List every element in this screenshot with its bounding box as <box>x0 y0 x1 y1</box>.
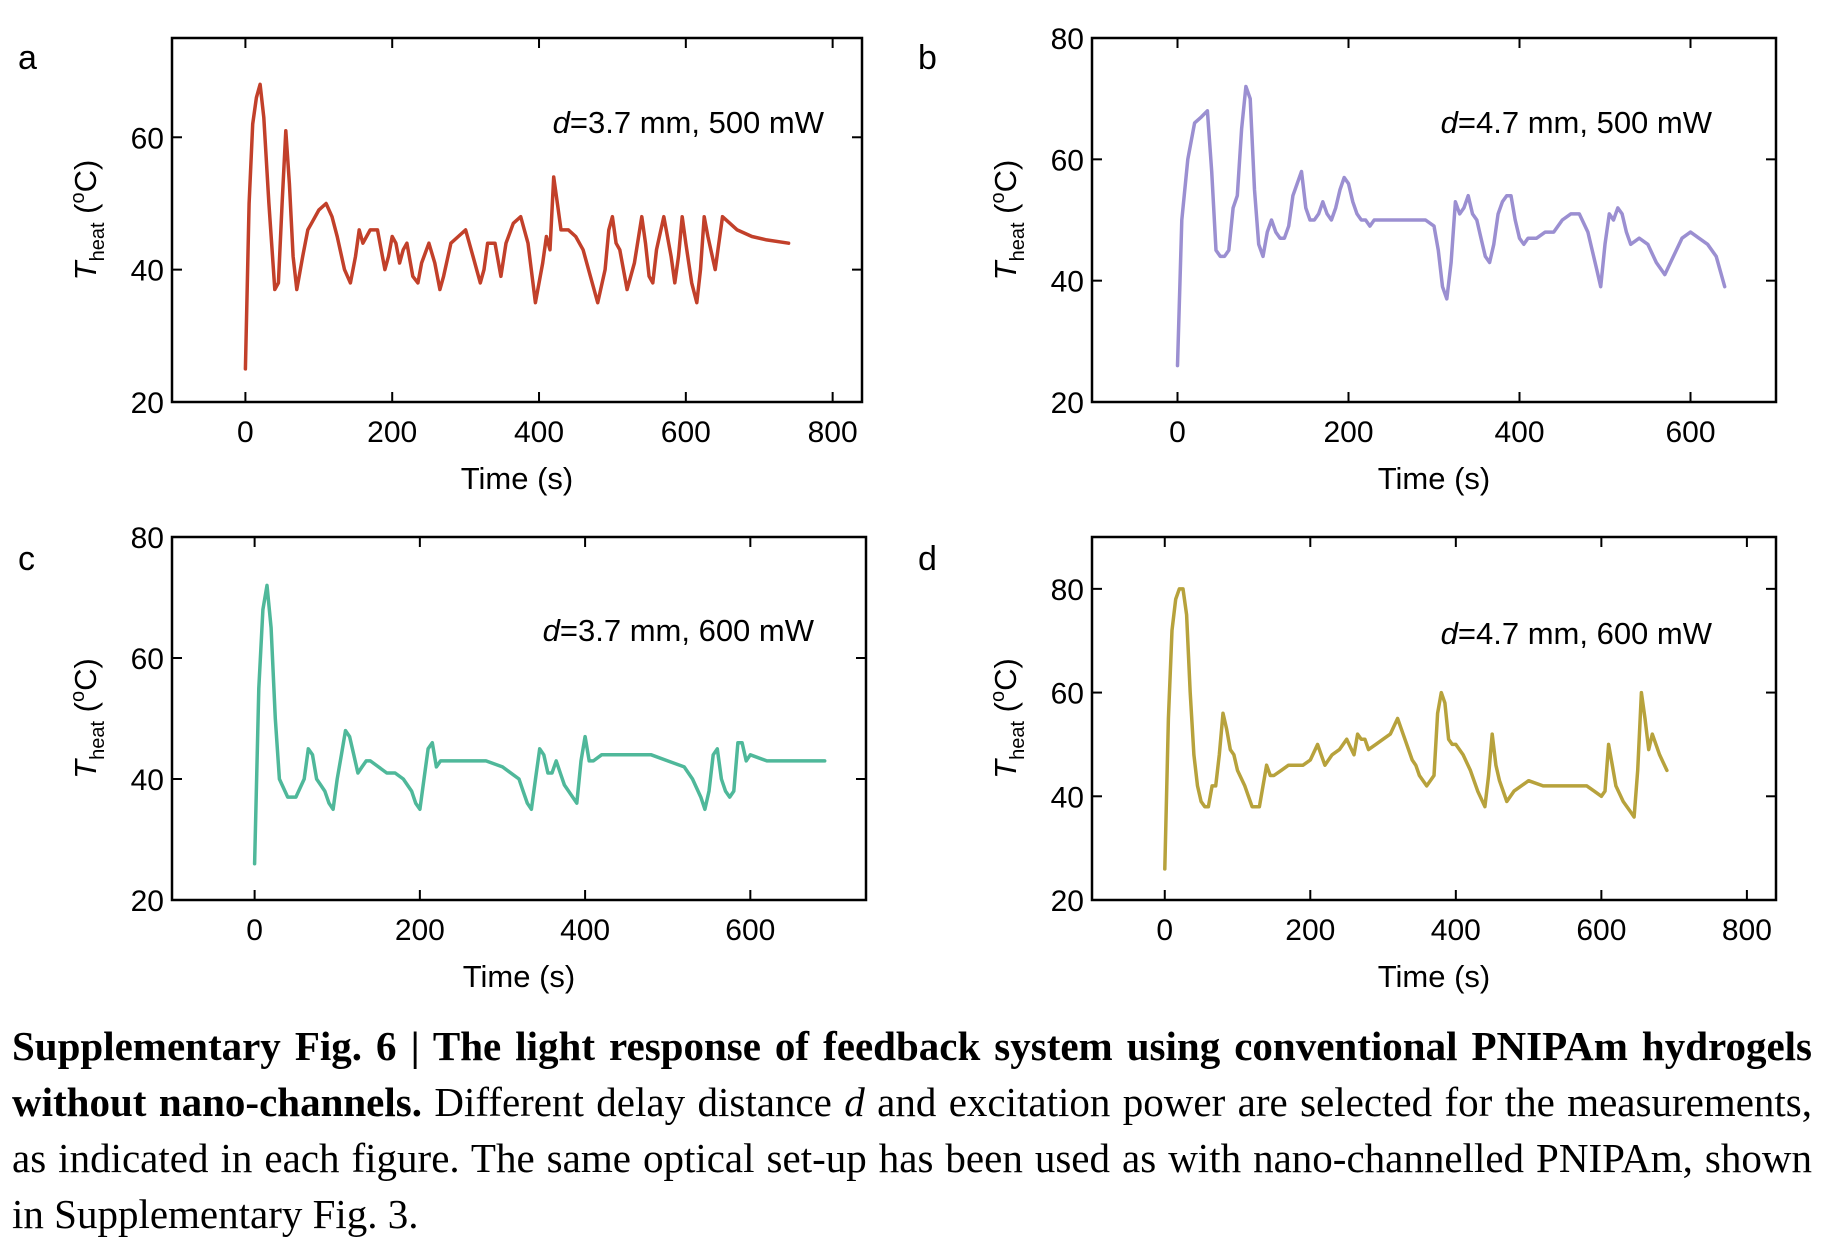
y-label-symbol: T <box>68 259 103 280</box>
series-line <box>1175 84 1727 368</box>
y-tick-label: 60 <box>131 643 164 676</box>
x-tick-label: 400 <box>1431 914 1481 947</box>
condition-annotation: d=4.7 mm, 500 mW <box>1441 105 1713 140</box>
x-tick-label: 200 <box>367 416 417 449</box>
annotation-value: =4.7 mm, 600 mW <box>1458 616 1713 651</box>
y-label-degree: o <box>987 691 1009 702</box>
plot-frame <box>170 535 868 902</box>
y-tick-label: 40 <box>131 255 164 288</box>
x-tick-label: 800 <box>808 416 858 449</box>
y-label-paren: ( <box>988 701 1023 721</box>
y-label-degree: o <box>987 192 1009 203</box>
annotation-value: =4.7 mm, 500 mW <box>1458 105 1713 140</box>
chart-panel-b: b 0 200 400 600 20 40 60 80 d=4.7 mm, 500 mW Time … <box>918 23 1778 496</box>
x-tick-label: 800 <box>1722 914 1772 947</box>
x-tick-label: 600 <box>1665 416 1715 449</box>
caption-title: Supplementary Fig. 6 | The light respons… <box>12 1023 1812 1125</box>
x-axis-label: Time (s) <box>1378 959 1491 994</box>
condition-annotation: d=3.7 mm, 500 mW <box>553 105 825 140</box>
x-tick-label: 400 <box>1494 416 1544 449</box>
panel-letter: c <box>18 540 35 578</box>
y-tick-label: 80 <box>1051 23 1084 56</box>
y-label-unit: C) <box>68 160 103 193</box>
caption-text-2: and excitation power are selected for th… <box>12 1079 1812 1237</box>
y-tick-label: 40 <box>1051 266 1084 299</box>
annotation-value: =3.7 mm, 500 mW <box>570 105 825 140</box>
series-line <box>252 583 827 866</box>
x-tick-label: 600 <box>725 914 775 947</box>
y-label-degree: o <box>67 192 89 203</box>
panel-letter: d <box>918 540 937 578</box>
x-axis-label: Time (s) <box>461 461 574 496</box>
panel-letter: a <box>18 39 37 77</box>
annotation-symbol: d <box>1441 616 1460 651</box>
y-label-paren: ( <box>68 203 103 223</box>
panel-letter: b <box>918 39 937 77</box>
y-tick-label: 60 <box>131 122 164 155</box>
y-axis-label: Theat (oC) <box>67 160 109 281</box>
x-tick-label: 400 <box>560 914 610 947</box>
plot-frame <box>1090 535 1778 902</box>
y-axis-label: Theat (oC) <box>67 658 109 779</box>
series-line <box>243 82 791 371</box>
chart-panel-a: a 0 200 400 600 800 20 40 60 d=3.7 mm, 500 mW Time… <box>18 36 864 496</box>
figure-caption: Supplementary Fig. 6 | The light respons… <box>12 1018 1812 1242</box>
x-tick-label: 200 <box>395 914 445 947</box>
y-tick-label: 60 <box>1051 678 1084 711</box>
y-tick-label: 80 <box>1051 574 1084 607</box>
series-line <box>1163 587 1669 871</box>
annotation-value: =3.7 mm, 600 mW <box>560 613 815 648</box>
y-tick-label: 20 <box>131 387 164 420</box>
condition-annotation: d=4.7 mm, 600 mW <box>1441 616 1713 651</box>
x-tick-label: 200 <box>1285 914 1335 947</box>
x-tick-label: 0 <box>1169 416 1186 449</box>
y-label-subscript: heat <box>87 222 109 261</box>
condition-annotation: d=3.7 mm, 600 mW <box>543 613 815 648</box>
y-tick-label: 40 <box>1051 781 1084 814</box>
x-tick-label: 0 <box>1156 914 1173 947</box>
y-tick-label: 20 <box>1051 387 1084 420</box>
y-axis-label: Theat (oC) <box>987 160 1029 281</box>
x-tick-label: 400 <box>514 416 564 449</box>
y-label-unit: C) <box>68 658 103 691</box>
caption-text-italic: d <box>844 1079 865 1125</box>
plot-frame <box>1090 36 1778 404</box>
y-tick-label: 60 <box>1051 144 1084 177</box>
x-axis-label: Time (s) <box>463 959 576 994</box>
x-tick-label: 200 <box>1323 416 1373 449</box>
x-tick-label: 0 <box>237 416 254 449</box>
y-label-paren: ( <box>68 701 103 721</box>
chart-panel-c: c 0 200 400 600 20 40 60 80 d=3.7 mm, 600 mW Time … <box>18 522 868 994</box>
annotation-symbol: d <box>543 613 562 648</box>
y-label-unit: C) <box>988 160 1023 193</box>
annotation-symbol: d <box>1441 105 1460 140</box>
caption-text-1: Different delay distance <box>421 1079 845 1125</box>
y-label-paren: ( <box>988 203 1023 223</box>
y-label-degree: o <box>67 691 89 702</box>
y-tick-label: 20 <box>131 885 164 918</box>
annotation-symbol: d <box>553 105 572 140</box>
x-tick-label: 600 <box>1576 914 1626 947</box>
y-axis-label: Theat (oC) <box>987 658 1029 779</box>
x-axis-label: Time (s) <box>1378 461 1491 496</box>
y-tick-label: 40 <box>131 764 164 797</box>
y-label-symbol: T <box>988 259 1023 280</box>
y-tick-label: 80 <box>131 522 164 555</box>
y-label-subscript: heat <box>1007 222 1029 261</box>
y-label-subscript: heat <box>87 721 109 760</box>
y-label-subscript: heat <box>1007 721 1029 760</box>
y-label-symbol: T <box>988 758 1023 779</box>
x-tick-label: 0 <box>246 914 263 947</box>
y-label-unit: C) <box>988 658 1023 691</box>
x-tick-label: 600 <box>661 416 711 449</box>
plot-frame <box>170 36 864 404</box>
y-tick-label: 20 <box>1051 885 1084 918</box>
y-label-symbol: T <box>68 758 103 779</box>
